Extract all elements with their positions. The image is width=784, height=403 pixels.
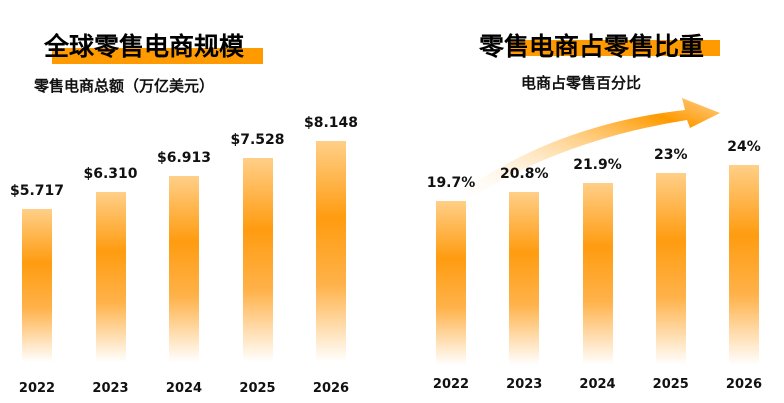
chart-title-right: 零售电商占零售比重	[479, 32, 705, 61]
x-tick-label: 2023	[506, 377, 543, 392]
title-highlight	[52, 48, 263, 64]
data-label: $6.913	[156, 149, 212, 166]
bar-2024	[169, 175, 199, 362]
data-label: 21.9%	[573, 156, 622, 173]
x-tick-label: 2025	[652, 377, 689, 392]
data-label: $6.310	[83, 166, 138, 183]
bar-2025	[655, 173, 686, 365]
bar-2022	[22, 209, 52, 362]
bar-2023	[509, 191, 540, 365]
data-label: $5.717	[9, 183, 65, 199]
data-label: 20.8%	[499, 165, 549, 182]
title-highlight	[508, 40, 720, 56]
data-label: 23%	[653, 147, 688, 164]
data-label: $8.148	[303, 115, 359, 131]
bar-2024	[582, 182, 613, 365]
arrow-shape	[450, 98, 720, 203]
bar-2022	[436, 201, 466, 365]
trend-arrow	[450, 98, 720, 203]
chart-subtitle-right: 电商占零售百分比	[521, 74, 642, 92]
x-tick-label: 2023	[92, 381, 129, 396]
x-tick-label: 2022	[432, 377, 470, 392]
x-tick-label: 2024	[579, 377, 616, 392]
data-label: 19.7%	[426, 175, 476, 191]
data-label: $7.528	[230, 132, 285, 149]
chart-title-left: 全球零售电商规模	[44, 32, 245, 61]
bar-2025	[242, 158, 273, 362]
x-tick-label: 2024	[165, 381, 203, 396]
x-tick-label: 2022	[18, 381, 56, 396]
x-tick-label: 2026	[312, 381, 350, 396]
x-tick-label: 2025	[239, 381, 276, 396]
bar-2023	[95, 192, 126, 362]
data-label: 24%	[727, 139, 761, 155]
bar-2026	[316, 141, 346, 362]
chart-subtitle-left: 零售电商总额（万亿美元）	[34, 77, 215, 95]
x-tick-label: 2026	[725, 377, 763, 392]
bar-2026	[729, 165, 759, 365]
